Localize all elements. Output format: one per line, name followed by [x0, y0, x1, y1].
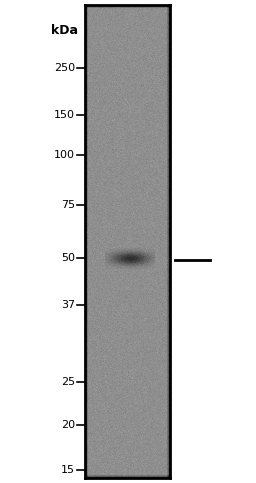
Text: 250: 250 [54, 63, 75, 73]
Text: 37: 37 [61, 300, 75, 310]
Text: 150: 150 [54, 110, 75, 120]
Text: 20: 20 [61, 420, 75, 430]
Text: 50: 50 [61, 253, 75, 263]
Text: 25: 25 [61, 377, 75, 387]
Text: 100: 100 [54, 150, 75, 160]
Text: 75: 75 [61, 200, 75, 210]
Text: kDa: kDa [51, 24, 79, 37]
Text: 15: 15 [61, 465, 75, 475]
